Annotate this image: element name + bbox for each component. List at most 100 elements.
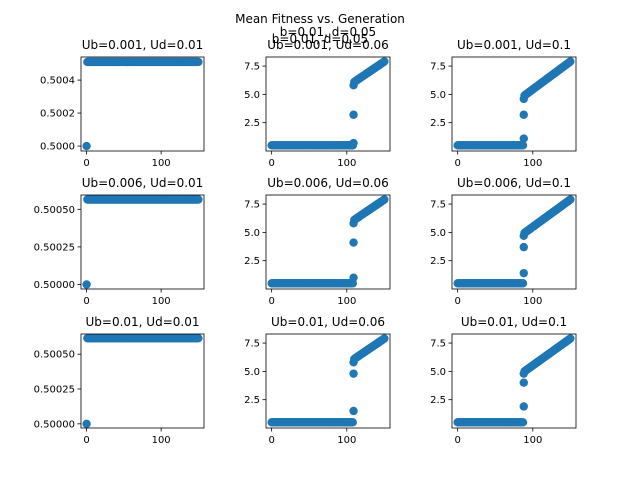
y-tick-label: 0.50025 (34, 385, 75, 396)
data-point (194, 57, 203, 67)
scatter-points (82, 333, 203, 429)
x-tick-label: 100 (337, 435, 356, 446)
axes-frame (80, 333, 205, 429)
axes-frame (265, 194, 391, 290)
y-tick-label: 7.5 (430, 62, 446, 73)
x-tick-label: 0 (83, 158, 89, 169)
y-tick-label: 7.5 (430, 339, 446, 350)
x-tick-label: 100 (523, 435, 542, 446)
data-point (519, 110, 528, 119)
scatter-points (453, 334, 575, 427)
y-tick-label: 0.50000 (34, 419, 75, 430)
subplot-7: 0 100 0.50000 0.50025 0.50050 Ub=0.01, Ud=0.0… (34, 315, 205, 446)
subplot-title-second-line: Ub=0.001, Ud=0.06 (267, 38, 389, 52)
y-tick-label: 7.5 (244, 200, 260, 211)
subplot-9: 0 100 2.5 5.0 7.5 Ub=0.01, Ud=0.1 (430, 315, 577, 446)
x-tick-label: 100 (337, 158, 356, 169)
data-point (349, 138, 358, 148)
data-point (519, 378, 528, 387)
y-tick-label: 5.0 (430, 90, 446, 101)
data-point (519, 268, 528, 278)
subplot-title: Ub=0.01, Ud=0.01 (86, 315, 200, 329)
x-tick-label: 0 (268, 435, 274, 446)
subplot-title: Ub=0.006, Ud=0.01 (82, 176, 204, 190)
x-tick-label: 100 (152, 158, 171, 169)
subplot-title: Ub=0.006, Ud=0.1 (457, 176, 571, 190)
data-point (349, 273, 358, 282)
y-tick-label: 5.0 (430, 367, 446, 378)
data-point (518, 418, 528, 427)
x-tick-label: 0 (268, 158, 274, 169)
data-point (519, 402, 528, 411)
x-tick-label: 0 (83, 435, 89, 446)
subplot-3: 0 100 2.5 5.0 7.5 Ub=0.001, Ud=0.1 (430, 38, 577, 169)
y-tick-label: 7.5 (244, 339, 260, 350)
scatter-points (82, 195, 203, 289)
data-point (519, 134, 528, 143)
subplot-6: 0 100 2.5 5.0 7.5 Ub=0.006, Ud=0.1 (430, 176, 577, 307)
data-point (380, 195, 389, 204)
x-tick-label: 0 (454, 158, 460, 169)
x-tick-label: 100 (152, 296, 171, 307)
y-tick-label: 2.5 (430, 256, 446, 267)
data-point (82, 419, 91, 429)
y-tick-label: 5.0 (244, 228, 260, 239)
axes-frame (80, 56, 205, 152)
axes-frame (80, 194, 205, 290)
x-tick-label: 100 (523, 296, 542, 307)
data-point (518, 279, 528, 288)
data-point (82, 141, 91, 151)
data-point (194, 195, 203, 204)
scatter-points (267, 195, 389, 288)
y-tick-label: 0.50050 (34, 350, 75, 361)
y-tick-label: 5.0 (430, 228, 446, 239)
x-tick-label: 100 (523, 158, 542, 169)
data-point (519, 242, 528, 252)
y-tick-label: 2.5 (430, 395, 446, 406)
y-tick-label: 0.5004 (40, 76, 75, 87)
x-tick-label: 0 (454, 296, 460, 307)
axes-frame (265, 333, 391, 429)
subplot-1: 0 100 0.5000 0.5002 0.5004 Ub=0.001, Ud=0.01 (40, 38, 205, 169)
y-tick-label: 0.50050 (34, 205, 75, 216)
figure-title: Mean Fitness vs. Generation (235, 12, 405, 26)
data-point (380, 57, 389, 66)
subplot-title: Ub=0.01, Ud=0.06 (271, 315, 385, 329)
figure-overlay-text: b=0.01, d=0.05 (272, 32, 368, 46)
y-tick-label: 7.5 (430, 200, 446, 211)
scatter-points (453, 195, 575, 288)
y-tick-label: 0.5002 (40, 109, 75, 120)
data-point (566, 334, 575, 343)
y-tick-label: 2.5 (244, 395, 260, 406)
x-tick-label: 100 (152, 435, 171, 446)
y-tick-label: 0.50025 (34, 242, 75, 253)
data-point (380, 334, 389, 343)
y-tick-label: 0.5000 (40, 142, 75, 153)
data-point (349, 369, 358, 378)
subplot-8: 0 100 2.5 5.0 7.5 Ub=0.01, Ud=0.06 (244, 315, 391, 446)
scatter-points (267, 57, 389, 150)
data-point (566, 195, 575, 204)
scatter-points (82, 57, 203, 151)
data-point (349, 406, 358, 416)
scatter-points (267, 334, 389, 427)
axes-frame (451, 194, 577, 290)
data-point (349, 238, 358, 247)
y-tick-label: 7.5 (244, 62, 260, 73)
subplot-title: Ub=0.006, Ud=0.06 (267, 176, 389, 190)
subplot-4: 0 100 0.50000 0.50025 0.50050 Ub=0.006, Ud=0.… (34, 176, 205, 307)
data-point (518, 141, 528, 150)
axes-frame (451, 56, 577, 152)
data-point (348, 418, 357, 427)
subplot-5: 0 100 2.5 5.0 7.5 Ub=0.006, Ud=0.06 (244, 176, 391, 307)
subplot-title: b=0.01, d=0.05 (280, 25, 376, 39)
y-tick-label: 5.0 (244, 90, 260, 101)
y-tick-label: 2.5 (430, 118, 446, 129)
y-tick-label: 2.5 (244, 118, 260, 129)
x-tick-label: 0 (454, 435, 460, 446)
y-tick-label: 2.5 (244, 256, 260, 267)
